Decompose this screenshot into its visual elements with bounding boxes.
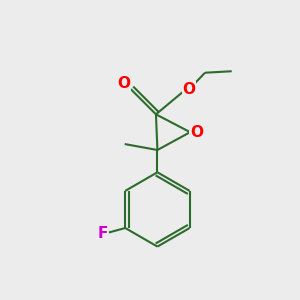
Text: O: O [183, 82, 196, 97]
Text: O: O [117, 76, 130, 91]
Text: O: O [190, 125, 203, 140]
Text: F: F [97, 226, 108, 241]
